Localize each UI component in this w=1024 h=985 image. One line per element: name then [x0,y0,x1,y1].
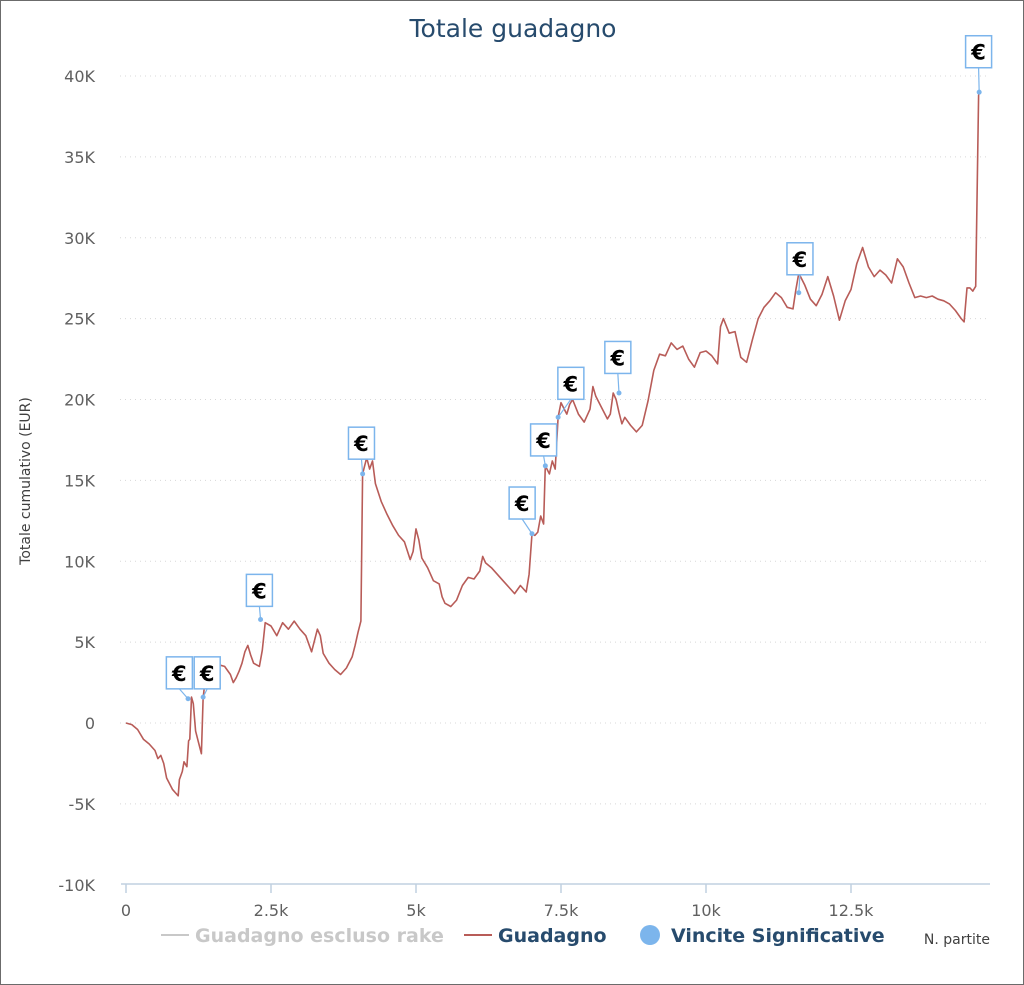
marker-point[interactable] [796,290,802,296]
flag-box [786,242,814,276]
grid-lines [120,75,990,805]
legend-item[interactable]: Guadagno [464,925,607,947]
legend-dot-symbol [640,925,660,945]
marker-point[interactable] [258,616,264,622]
y-tick-label: -5K [69,795,96,814]
flag-euro-label: € [199,662,215,686]
marker-point[interactable] [555,414,561,420]
win-flag[interactable]: € [508,486,536,537]
flag-box [964,34,993,69]
y-tick-label: 0 [85,714,95,733]
flag-connector [617,373,620,394]
marker-point[interactable] [360,471,366,477]
win-flag[interactable]: € [786,242,814,296]
legend-label: Guadagno [498,925,607,947]
win-flag[interactable]: € [193,656,221,700]
flag-connector [978,67,980,93]
y-tick-label: 10K [64,552,95,571]
y-tick-label: 15K [64,471,95,490]
flag-box [347,426,376,460]
flag-box [193,656,221,690]
flag-euro-label: € [792,248,808,272]
y-tick-label: -10K [58,876,95,895]
flag-euro-label: € [970,41,986,65]
y-tick-label: 30K [64,229,95,248]
marker-point[interactable] [542,463,548,469]
x-tick-label: 12.5k [829,901,875,920]
x-tick-label: 7.5k [544,901,579,920]
flag-connector [557,398,572,418]
x-tick-label: 5k [406,901,426,920]
y-axis-title: Totale cumulativo (EUR) [18,397,34,566]
legend[interactable]: Guadagno escluso rake Guadagno Vincite Sig… [161,925,885,947]
flag-box [604,340,632,375]
markers-layer: € € € € € € € € € € [165,34,993,702]
x-tick-label: 0 [121,901,131,920]
win-flag[interactable]: € [555,366,585,420]
legend-label: Vincite Significative [671,925,885,947]
y-axis-ticks: 40K 35K 30K 25K 20K 15K 10K 5K 0 -5K -10K [58,67,95,895]
win-flag[interactable]: € [604,340,632,396]
win-flag[interactable]: € [964,34,993,95]
series-layer [125,92,980,797]
x-tick-label: 10k [691,901,721,920]
flag-euro-label: € [251,579,267,603]
marker-point[interactable] [976,89,982,95]
y-tick-label: 35K [64,148,95,167]
y-tick-label: 20K [64,391,95,410]
legend-label: Guadagno escluso rake [195,925,444,947]
flag-box [529,423,558,457]
flag-euro-label: € [610,346,626,370]
win-flag[interactable]: € [245,573,274,622]
y-tick-label: 40K [64,67,95,86]
flag-box [165,656,194,690]
marker-point[interactable] [616,390,622,396]
legend-item[interactable]: Guadagno escluso rake [161,925,444,947]
legend-item[interactable]: Vincite Significative [640,925,885,947]
flag-box [245,573,274,608]
win-flag[interactable]: € [347,426,376,477]
y-tick-label: 25K [64,310,95,329]
series-line-guadagno [125,92,980,797]
flag-euro-label: € [353,432,369,456]
marker-point[interactable] [200,694,206,700]
flag-euro-label: € [535,429,551,453]
flag-euro-label: € [514,492,530,516]
chart-title: Totale guadagno [409,14,617,43]
x-axis: 0 2.5k 5k 7.5k 10k 12.5k [121,883,990,920]
x-axis-title: N. partite [924,932,990,948]
marker-point[interactable] [185,696,191,702]
win-flag[interactable]: € [529,423,558,469]
y-tick-label: 5K [74,633,95,652]
flag-euro-label: € [563,372,579,396]
flag-box [557,366,585,401]
x-tick-label: 2.5k [254,901,289,920]
flag-box [508,486,536,520]
flag-connector [521,518,533,535]
flag-connector [798,274,801,293]
flag-euro-label: € [171,662,187,686]
marker-point[interactable] [529,531,535,537]
win-flag[interactable]: € [165,656,194,702]
